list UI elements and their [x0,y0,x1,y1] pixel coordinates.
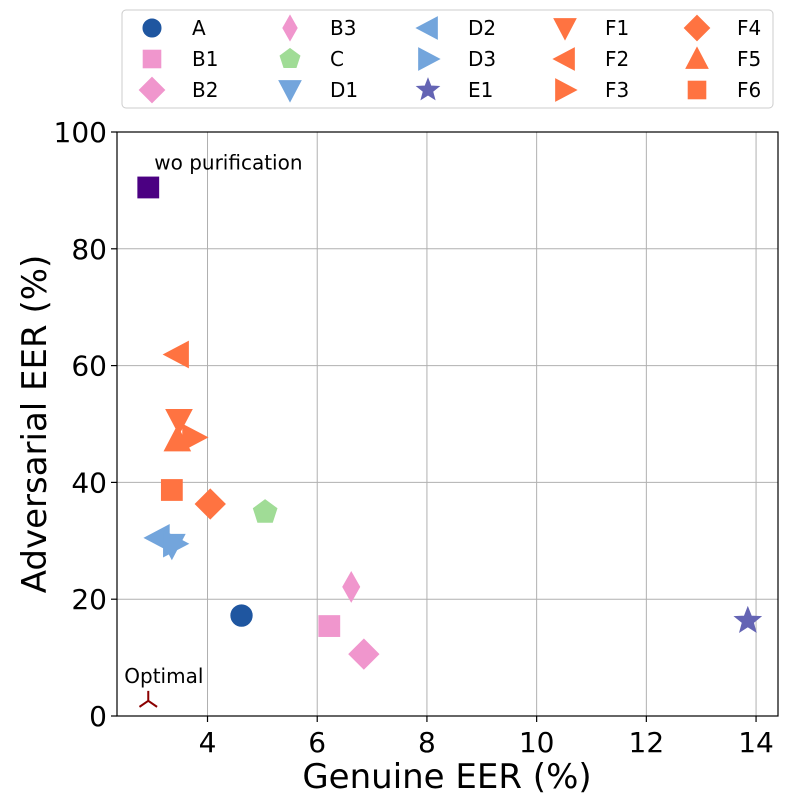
grid-lines [117,132,778,716]
plot-area [116,131,779,717]
y-tick-label: 0 [89,700,107,733]
legend-label-b2: B2 [192,78,218,102]
legend-label-d2: D2 [468,16,496,40]
legend-marker-f6 [687,80,707,100]
legend-label-f1: F1 [605,16,629,40]
annotations: wo purification Optimal [124,150,303,708]
legend-marker-f5 [685,46,709,69]
annotation-optimal: Optimal [124,664,203,688]
legend-marker-b3 [282,14,298,42]
legend-label-b1: B1 [192,47,218,71]
legend-marker-d2 [415,16,438,40]
x-tick-label: 8 [418,726,436,759]
data-point-f4 [194,488,226,520]
legend-marker-d3 [418,47,441,71]
legend-marker-f4 [683,14,711,42]
x-tick-label: 6 [308,726,326,759]
legend-label-f6: F6 [737,78,761,102]
axis-ticks: 4 6 8 10 12 14 0 20 40 60 80 100 [54,116,774,759]
data-point-e1 [733,605,763,634]
x-tick-label: 10 [519,726,555,759]
data-point-f5 [163,425,192,452]
data-point-f6 [160,479,183,501]
legend-marker-f2 [552,47,575,71]
data-point-b3 [342,570,361,603]
x-tick-label: 14 [738,726,774,759]
legend-marker-f3 [555,78,578,102]
x-axis-label: Genuine EER (%) [302,757,591,797]
legend-label-d1: D1 [330,78,358,102]
y-tick-label: 100 [54,116,107,149]
legend-marker-b1 [142,49,162,69]
legend-label-a: A [192,16,206,40]
legend-label-f3: F3 [605,78,629,102]
legend-label-e1: E1 [468,78,493,102]
data-point-d3 [163,529,190,558]
x-tick-label: 12 [629,726,665,759]
data-point-f1 [165,408,193,436]
y-tick-label: 40 [71,466,107,499]
legend-frame [121,9,774,109]
legend-marker-a [142,18,162,38]
legend-marker-c [279,47,301,68]
legend-label-f2: F2 [605,47,629,71]
y-tick-label: 20 [71,583,107,616]
data-point-b2 [348,638,380,670]
data-markers [143,340,763,670]
wo-purification-marker [137,176,160,199]
data-point-f2 [162,340,189,369]
legend-marker-d1 [278,80,302,103]
optimal-marker [138,690,158,708]
legend-label-b3: B3 [330,16,356,40]
data-point-c [252,499,278,523]
legend-marker-e1 [415,77,441,101]
legend-label-f5: F5 [737,47,761,71]
y-axis-label: Adversarial EER (%) [15,255,55,594]
y-tick-label: 60 [71,350,107,383]
data-point-a [230,604,253,627]
x-tick-label: 4 [199,726,217,759]
legend-marker-f1 [553,18,577,41]
legend-marker-b2 [138,76,166,104]
legend-label-d3: D3 [468,47,496,71]
data-point-b1 [318,615,341,637]
legend: A B1 B2 B3 C D1 D2 D3 E1 F1 F2 F3 F4 F5 F6 [121,9,774,109]
annotation-wo-purification: wo purification [154,150,302,174]
y-tick-label: 80 [71,233,107,266]
legend-label-c: C [330,47,344,71]
legend-label-f4: F4 [737,16,761,40]
